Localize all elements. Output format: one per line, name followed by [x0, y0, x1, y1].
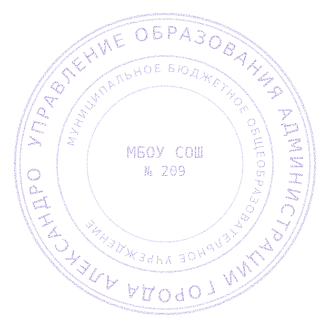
stamp-center-line-2: № 209 — [144, 164, 186, 180]
stamp-center-line-1: МБОУ СОШ — [126, 143, 203, 162]
stamp-outer-ring — [13, 12, 317, 316]
stamp-middle-ring — [56, 55, 274, 273]
stamp-ink: УПРАВЛЕНИЕ ОБРАЗОВАНИЯ АДМИНИСТРАЦИИ ГОР… — [0, 0, 317, 316]
stamp-inner-ring — [86, 85, 244, 243]
stamp-outer-ring-2 — [19, 18, 311, 310]
